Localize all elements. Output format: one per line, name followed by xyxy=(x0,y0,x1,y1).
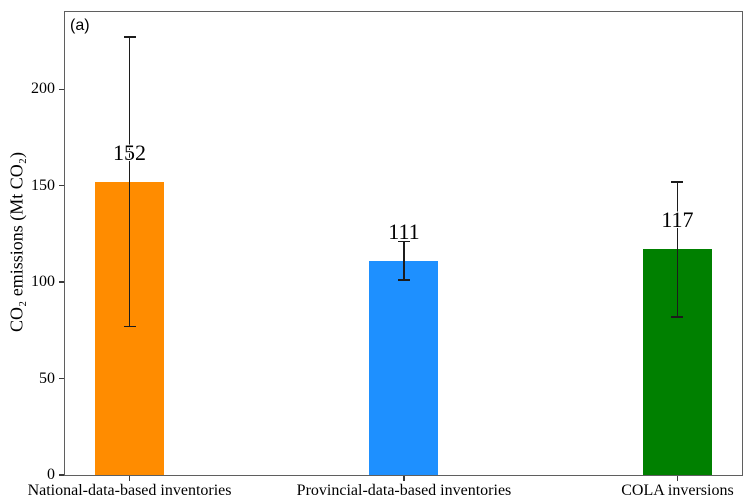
y-tick-mark xyxy=(59,474,64,476)
y-tick-label: 150 xyxy=(31,176,55,194)
y-tick-mark xyxy=(59,377,64,380)
error-bar-cap-bottom xyxy=(671,316,684,318)
x-tick-label: Provincial-data-based inventories xyxy=(296,482,512,498)
y-tick-mark xyxy=(59,184,64,187)
x-tick-mark xyxy=(676,476,679,481)
panel-label: (a) xyxy=(70,17,90,34)
y-tick-label: 50 xyxy=(39,369,55,387)
error-bar-cap-top xyxy=(123,36,136,38)
x-tick-mark xyxy=(403,476,405,481)
error-bar-line xyxy=(128,37,131,327)
x-tick-mark xyxy=(128,476,131,481)
bar xyxy=(369,260,439,475)
error-bar-line xyxy=(676,181,679,317)
y-tick-label: 200 xyxy=(31,80,55,98)
error-bar-cap-bottom xyxy=(123,325,136,328)
bar-value-label: 117 xyxy=(661,207,694,233)
error-bar-cap-top xyxy=(671,180,684,183)
y-tick-label: 100 xyxy=(31,273,55,291)
error-bar-line xyxy=(403,241,405,281)
x-tick-label: COLA inversions xyxy=(621,482,734,498)
plot-area: (a) 0 50 100 150 200 152 111 117 National-data… xyxy=(28,11,743,498)
bar-value-label: 111 xyxy=(388,218,420,244)
error-bar-cap-bottom xyxy=(397,279,410,281)
x-tick-label: National-data-based inventories xyxy=(27,482,232,498)
y-tick-label: 0 xyxy=(47,466,55,483)
y-tick-mark xyxy=(59,88,64,90)
y-tick-mark xyxy=(59,281,64,283)
error-bar-cap-top xyxy=(397,240,410,243)
bar-value-label: 152 xyxy=(113,139,147,165)
